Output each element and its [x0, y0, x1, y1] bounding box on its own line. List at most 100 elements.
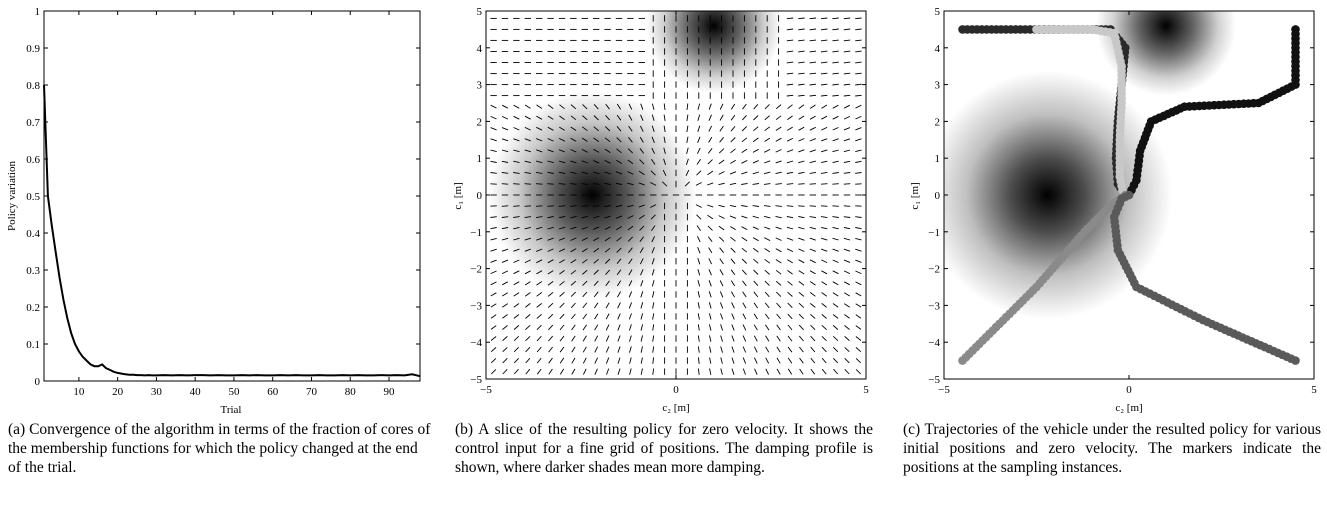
policy-arrow [559, 115, 565, 120]
policy-arrow [594, 368, 598, 375]
policy-arrow [741, 115, 747, 121]
policy-arrow [855, 72, 862, 75]
policy-arrow [536, 368, 542, 375]
policy-arrow [809, 17, 817, 20]
policy-arrow [729, 204, 737, 208]
policy-arrow [581, 248, 588, 253]
policy-arrow [605, 313, 610, 320]
policy-arrow [627, 236, 634, 242]
policy-arrow [775, 205, 782, 207]
policy-arrow [843, 61, 851, 64]
panel-a-xtick-label: 30 [151, 386, 163, 398]
policy-arrow [604, 182, 611, 185]
policy-arrow [547, 115, 554, 120]
policy-arrow [832, 237, 839, 241]
policy-arrow [559, 291, 565, 297]
panel-b-ytick-label: −4 [470, 337, 482, 349]
panel-b-xtick-label: 0 [673, 384, 679, 396]
policy-arrow [753, 115, 759, 121]
policy-arrow [581, 183, 589, 185]
policy-arrow [741, 269, 747, 275]
panel-a-ytick-label: 0.6 [26, 154, 40, 166]
policy-arrow [798, 313, 805, 320]
policy-arrow [809, 61, 817, 64]
policy-arrow [490, 347, 497, 353]
policy-arrow [616, 226, 622, 231]
policy-arrow [775, 280, 782, 286]
policy-arrow [571, 313, 576, 320]
policy-arrow [536, 115, 543, 120]
policy-arrow [570, 237, 577, 241]
policy-arrow [525, 357, 531, 364]
policy-arrow [536, 335, 542, 342]
policy-arrow [582, 302, 588, 309]
policy-arrow [730, 247, 736, 253]
policy-arrow [559, 126, 565, 131]
policy-arrow [798, 183, 805, 185]
policy-arrow [798, 248, 805, 252]
policy-arrow [592, 215, 600, 219]
policy-arrow [525, 346, 531, 353]
policy-arrow [820, 237, 828, 241]
panel-b-damping-blob [646, 11, 782, 94]
policy-arrow [753, 302, 758, 309]
panel-c-ytick-label: 1 [935, 153, 941, 165]
policy-arrow [502, 357, 508, 364]
policy-arrow [855, 303, 862, 308]
panel-a-ticks: 10 20 30 40 50 60 70 80 90 0 0.1 0.2 0.3 0.4 0.5 0.6 0.7… [26, 6, 420, 398]
policy-arrow [594, 335, 599, 342]
policy-arrow [810, 313, 816, 319]
policy-arrow [559, 335, 565, 342]
policy-arrow [696, 158, 701, 165]
policy-arrow [786, 149, 794, 153]
policy-arrow [513, 346, 520, 353]
policy-arrow [832, 335, 839, 342]
policy-arrow [638, 170, 645, 176]
policy-arrow [490, 270, 497, 275]
policy-arrow [752, 137, 759, 143]
policy-arrow [651, 114, 655, 121]
policy-arrow [832, 138, 839, 142]
policy-arrow [775, 237, 782, 241]
policy-arrow [604, 159, 611, 164]
policy-arrow [742, 103, 747, 110]
policy-arrow [617, 368, 621, 375]
policy-arrow [547, 104, 554, 109]
policy-arrow [855, 325, 862, 330]
policy-arrow [570, 205, 577, 207]
policy-arrow [809, 39, 817, 42]
policy-arrow [652, 335, 655, 342]
policy-arrow [627, 225, 634, 231]
policy-arrow [513, 104, 520, 109]
policy-arrow [775, 248, 782, 253]
panel-b-ytick-label: −3 [470, 300, 482, 312]
policy-arrow [490, 127, 497, 131]
panel-a-xtick-label: 40 [190, 386, 202, 398]
policy-arrow [604, 237, 611, 242]
policy-arrow [820, 72, 828, 75]
policy-arrow [844, 336, 850, 341]
policy-arrow [651, 236, 656, 243]
policy-arrow [729, 182, 737, 186]
policy-arrow [753, 324, 758, 331]
policy-arrow [843, 237, 851, 241]
policy-arrow [524, 126, 531, 131]
policy-arrow [524, 138, 531, 142]
policy-arrow [525, 314, 531, 319]
policy-arrow [718, 204, 725, 208]
policy-arrow [696, 147, 701, 154]
policy-arrow [719, 247, 724, 253]
policy-arrow [753, 335, 758, 342]
panel-a-curve-group [43, 84, 421, 378]
policy-arrow [640, 269, 644, 276]
policy-arrow [820, 39, 828, 42]
policy-arrow [640, 302, 644, 309]
policy-arrow [763, 215, 771, 219]
panel-a-ytick-label: 0.9 [26, 43, 40, 55]
policy-arrow [764, 269, 770, 275]
policy-arrow [593, 126, 599, 132]
policy-arrow [536, 324, 542, 331]
caption-b: (b) A slice of the resulting policy for … [455, 421, 873, 476]
policy-arrow [513, 368, 519, 375]
